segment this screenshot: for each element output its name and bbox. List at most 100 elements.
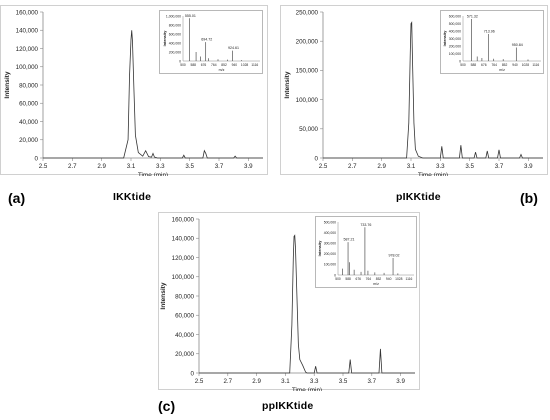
x-tick-label: 2.5	[39, 163, 48, 170]
inset-x-tick-label: 764	[366, 277, 372, 281]
y-tick-label: 40,000	[19, 119, 38, 126]
x-tick-label: 3.3	[310, 378, 319, 385]
x-axis-title: Time (min)	[418, 172, 448, 176]
peptide-name-a: IKKtide	[113, 191, 152, 203]
inset-x-tick-label: 500	[335, 277, 341, 281]
x-tick-label: 3.9	[244, 163, 253, 170]
peptide-name-b: pIKKtide	[396, 191, 441, 203]
ms-inset-c: 0 100,000 200,000 300,000 400,000 500,000 500 5…	[315, 216, 417, 288]
x-tick-label: 2.5	[195, 378, 204, 385]
inset-y-tick-label: 300,000	[324, 242, 336, 246]
ms-inset-a: 0 200,000 400,000 600,000 800,000 1,000,000 50…	[159, 10, 263, 74]
y-tick-label: 60,000	[175, 313, 194, 320]
y-tick-label: 100,000	[16, 64, 39, 71]
y-tick-label: 160,000	[16, 9, 39, 16]
y-tick-label: 0	[191, 370, 195, 377]
inset-x-axis-title: m/z	[373, 282, 379, 286]
inset-y-tick-label: 200,000	[449, 44, 461, 48]
y-tick-label: 40,000	[175, 332, 194, 339]
x-tick-label: 3.1	[127, 163, 136, 170]
inset-x-tick-label: 588	[191, 63, 197, 67]
inset-x-axis-title: m/z	[499, 68, 505, 72]
inset-y-tick-label: 100,000	[449, 52, 461, 56]
inset-y-tick-label: 0	[459, 59, 461, 63]
ms-peak-label: 587.21	[344, 238, 355, 242]
y-tick-label: 20,000	[19, 137, 38, 144]
inset-y-tick-label: 1,000,000	[166, 14, 181, 18]
peptide-name-c: ppIKKtide	[262, 400, 314, 412]
y-tick-label: 150,000	[296, 68, 319, 75]
inset-x-tick-label: 764	[211, 63, 217, 67]
x-tick-label: 3.5	[339, 378, 348, 385]
inset-x-tick-label: 852	[376, 277, 382, 281]
ms-peak-label: 950.84	[512, 43, 523, 47]
chart-panel-a: 0 20,000 40,000 60,000 80,000 100,000 120,000 1…	[0, 5, 268, 176]
chromatogram-b: 0 50,000 100,000 150,000 200,000 250,000 2.5 2.…	[284, 9, 543, 176]
x-tick-label: 2.7	[348, 163, 357, 170]
inset-x-tick-label: 676	[481, 63, 487, 67]
chart-panel-c: 0 20,000 40,000 60,000 80,000 100,000 120,000 1…	[158, 212, 420, 391]
ms-inset-b: 0 100,000 200,000 300,000 400,000 500,000 600,…	[440, 10, 544, 74]
x-tick-label: 2.9	[377, 163, 386, 170]
x-tick-label: 3.5	[465, 163, 474, 170]
inset-x-tick-label: 1028	[395, 277, 403, 281]
ms-spectrum-a: 0 200,000 400,000 600,000 800,000 1,000,000 50…	[163, 14, 260, 72]
inset-x-tick-label: 500	[460, 63, 466, 67]
y-tick-label: 160,000	[172, 216, 195, 223]
inset-y-tick-label: 800,000	[169, 23, 181, 27]
inset-x-tick-label: 1028	[522, 63, 530, 67]
y-tick-label: 50,000	[299, 126, 318, 133]
y-axis-title: Intensity	[4, 71, 11, 98]
x-tick-label: 2.5	[319, 163, 328, 170]
inset-y-axis-title: Intensity	[163, 30, 167, 47]
x-tick-label: 2.9	[252, 378, 261, 385]
x-tick-label: 2.9	[97, 163, 106, 170]
y-tick-label: 100,000	[296, 97, 319, 104]
y-tick-label: 80,000	[19, 82, 38, 89]
inset-y-tick-label: 0	[334, 273, 336, 277]
y-tick-label: 60,000	[19, 101, 38, 108]
ms-peak-label: 978.02	[389, 254, 400, 258]
x-tick-label: 3.7	[495, 163, 504, 170]
panel-label-c: (c)	[158, 398, 176, 414]
x-tick-label: 2.7	[223, 378, 232, 385]
inset-x-tick-label: 588	[345, 277, 351, 281]
inset-x-tick-label: 1116	[251, 63, 258, 67]
ms-peak-label: 713.96	[484, 30, 495, 34]
ms-peak-label: 555.01	[185, 14, 196, 18]
chromatogram-a: 0 20,000 40,000 60,000 80,000 100,000 120,000 1…	[4, 9, 263, 176]
inset-y-tick-label: 200,000	[169, 50, 181, 54]
inset-y-tick-label: 500,000	[324, 220, 336, 224]
ms-spectrum-b: 0 100,000 200,000 300,000 400,000 500,000 600,…	[443, 14, 541, 72]
y-axis-title: Intensity	[160, 282, 167, 309]
y-tick-label: 200,000	[296, 39, 319, 46]
x-tick-label: 2.7	[68, 163, 77, 170]
inset-y-tick-label: 200,000	[324, 252, 336, 256]
ms-peak-label: 694.72	[201, 38, 212, 42]
chromatogram-trace	[323, 21, 543, 159]
inset-y-tick-label: 600,000	[449, 14, 461, 18]
x-tick-label: 3.5	[185, 163, 194, 170]
inset-x-axis-title: m/z	[219, 68, 225, 72]
y-tick-label: 20,000	[175, 351, 194, 358]
inset-y-axis-title: Intensity	[318, 240, 322, 257]
panel-label-b: (b)	[520, 190, 538, 206]
inset-x-tick-label: 764	[491, 63, 497, 67]
inset-x-tick-label: 940	[512, 63, 518, 67]
x-tick-label: 3.1	[281, 378, 290, 385]
x-tick-label: 3.9	[524, 163, 533, 170]
y-tick-label: 80,000	[175, 293, 194, 300]
inset-y-tick-label: 400,000	[324, 231, 336, 235]
inset-y-axis-title: Intensity	[443, 30, 447, 47]
inset-y-tick-label: 600,000	[169, 32, 181, 36]
x-tick-label: 3.3	[436, 163, 445, 170]
ms-peak-label: 924.61	[228, 46, 239, 50]
inset-x-tick-label: 676	[356, 277, 362, 281]
x-tick-label: 3.1	[407, 163, 416, 170]
y-tick-label: 100,000	[172, 274, 195, 281]
panel-label-a: (a)	[8, 190, 26, 206]
chromatogram-trace	[43, 30, 263, 159]
chart-panel-b: 0 50,000 100,000 150,000 200,000 250,000 2.5 2.…	[280, 5, 548, 176]
inset-y-tick-label: 500,000	[449, 22, 461, 26]
inset-x-tick-label: 852	[221, 63, 227, 67]
